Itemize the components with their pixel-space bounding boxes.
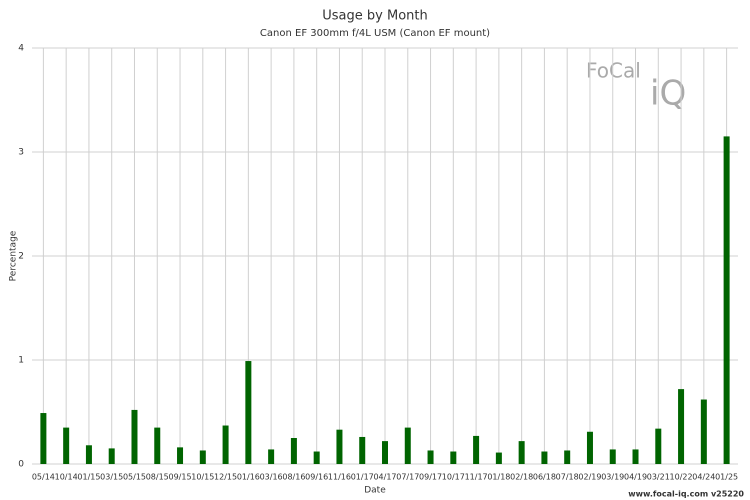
- bar: [473, 435, 480, 464]
- bar: [427, 450, 434, 464]
- x-axis-label: Date: [364, 486, 386, 496]
- y-tick-label: 0: [18, 460, 24, 470]
- footer: www.focal-iq.com v25220: [628, 490, 744, 499]
- bar: [63, 427, 70, 464]
- bar: [518, 441, 525, 464]
- y-tick-label: 1: [18, 356, 24, 366]
- logo-bottom: iQ: [650, 74, 686, 114]
- bar: [632, 449, 639, 464]
- y-tick-label: 4: [18, 44, 24, 54]
- bar: [268, 449, 275, 464]
- x-tick-label: 08/16: [282, 473, 305, 482]
- bar: [199, 450, 206, 464]
- x-tick-label: 01/17: [351, 473, 374, 482]
- bar: [359, 436, 366, 464]
- bar: [723, 136, 730, 464]
- bar: [541, 451, 548, 464]
- x-tick-label: 01/16: [237, 473, 260, 482]
- bar: [336, 429, 343, 464]
- x-tick-label: 04/19: [624, 473, 647, 482]
- bar: [655, 428, 662, 464]
- y-axis-label: Percentage: [9, 230, 19, 281]
- bar: [40, 413, 47, 464]
- x-tick-label: 02/18: [510, 473, 533, 482]
- bar: [245, 361, 252, 464]
- x-tick-label: 03/19: [601, 473, 624, 482]
- x-tick-label: 05/14: [32, 473, 55, 482]
- bar: [678, 389, 685, 464]
- x-tick-label: 05/15: [123, 473, 146, 482]
- bar: [564, 450, 571, 464]
- bar: [495, 452, 502, 464]
- bar: [586, 431, 593, 464]
- x-tick-label: 10/22: [670, 473, 693, 482]
- bar: [108, 448, 115, 464]
- bar: [700, 399, 707, 464]
- x-tick-label: 01/25: [715, 473, 738, 482]
- bar: [382, 441, 388, 464]
- y-tick-label: 3: [18, 148, 24, 158]
- x-tick-label: 08/15: [146, 473, 169, 482]
- x-tick-label: 02/19: [578, 473, 601, 482]
- bar: [290, 438, 297, 464]
- x-tick-label: 03/21: [647, 473, 670, 482]
- x-tick-label: 09/17: [419, 473, 442, 482]
- x-tick-label: 10/15: [191, 473, 214, 482]
- x-tick-label: 04/24: [692, 473, 715, 482]
- bar: [222, 425, 229, 464]
- bar: [609, 449, 616, 464]
- x-tick-label: 11/17: [465, 473, 488, 482]
- x-tick-label: 09/15: [169, 473, 192, 482]
- logo-top: FoCal: [586, 59, 641, 83]
- x-tick-label: 10/17: [442, 473, 465, 482]
- x-tick-label: 01/15: [77, 473, 100, 482]
- bar: [313, 451, 320, 464]
- x-tick-label: 10/14: [55, 473, 78, 482]
- y-tick-label: 2: [18, 252, 24, 262]
- x-tick-label: 11/16: [328, 473, 351, 482]
- bar: [85, 445, 92, 464]
- x-tick-label: 04/17: [373, 473, 396, 482]
- x-tick-label: 06/18: [533, 473, 556, 482]
- x-tick-label: 03/15: [100, 473, 123, 482]
- bar: [177, 447, 184, 464]
- bar: [404, 427, 411, 464]
- x-tick-label: 07/17: [396, 473, 419, 482]
- bar: [154, 427, 161, 464]
- x-tick-label: 12/15: [214, 473, 237, 482]
- x-tick-label: 09/16: [305, 473, 328, 482]
- x-tick-label: 01/18: [487, 473, 510, 482]
- x-tick-label: 07/18: [556, 473, 579, 482]
- chart-subtitle: Canon EF 300mm f/4L USM (Canon EF mount): [260, 28, 490, 39]
- bar: [131, 409, 138, 464]
- chart-title: Usage by Month: [322, 9, 427, 24]
- bar: [450, 451, 457, 464]
- x-tick-label: 03/16: [260, 473, 283, 482]
